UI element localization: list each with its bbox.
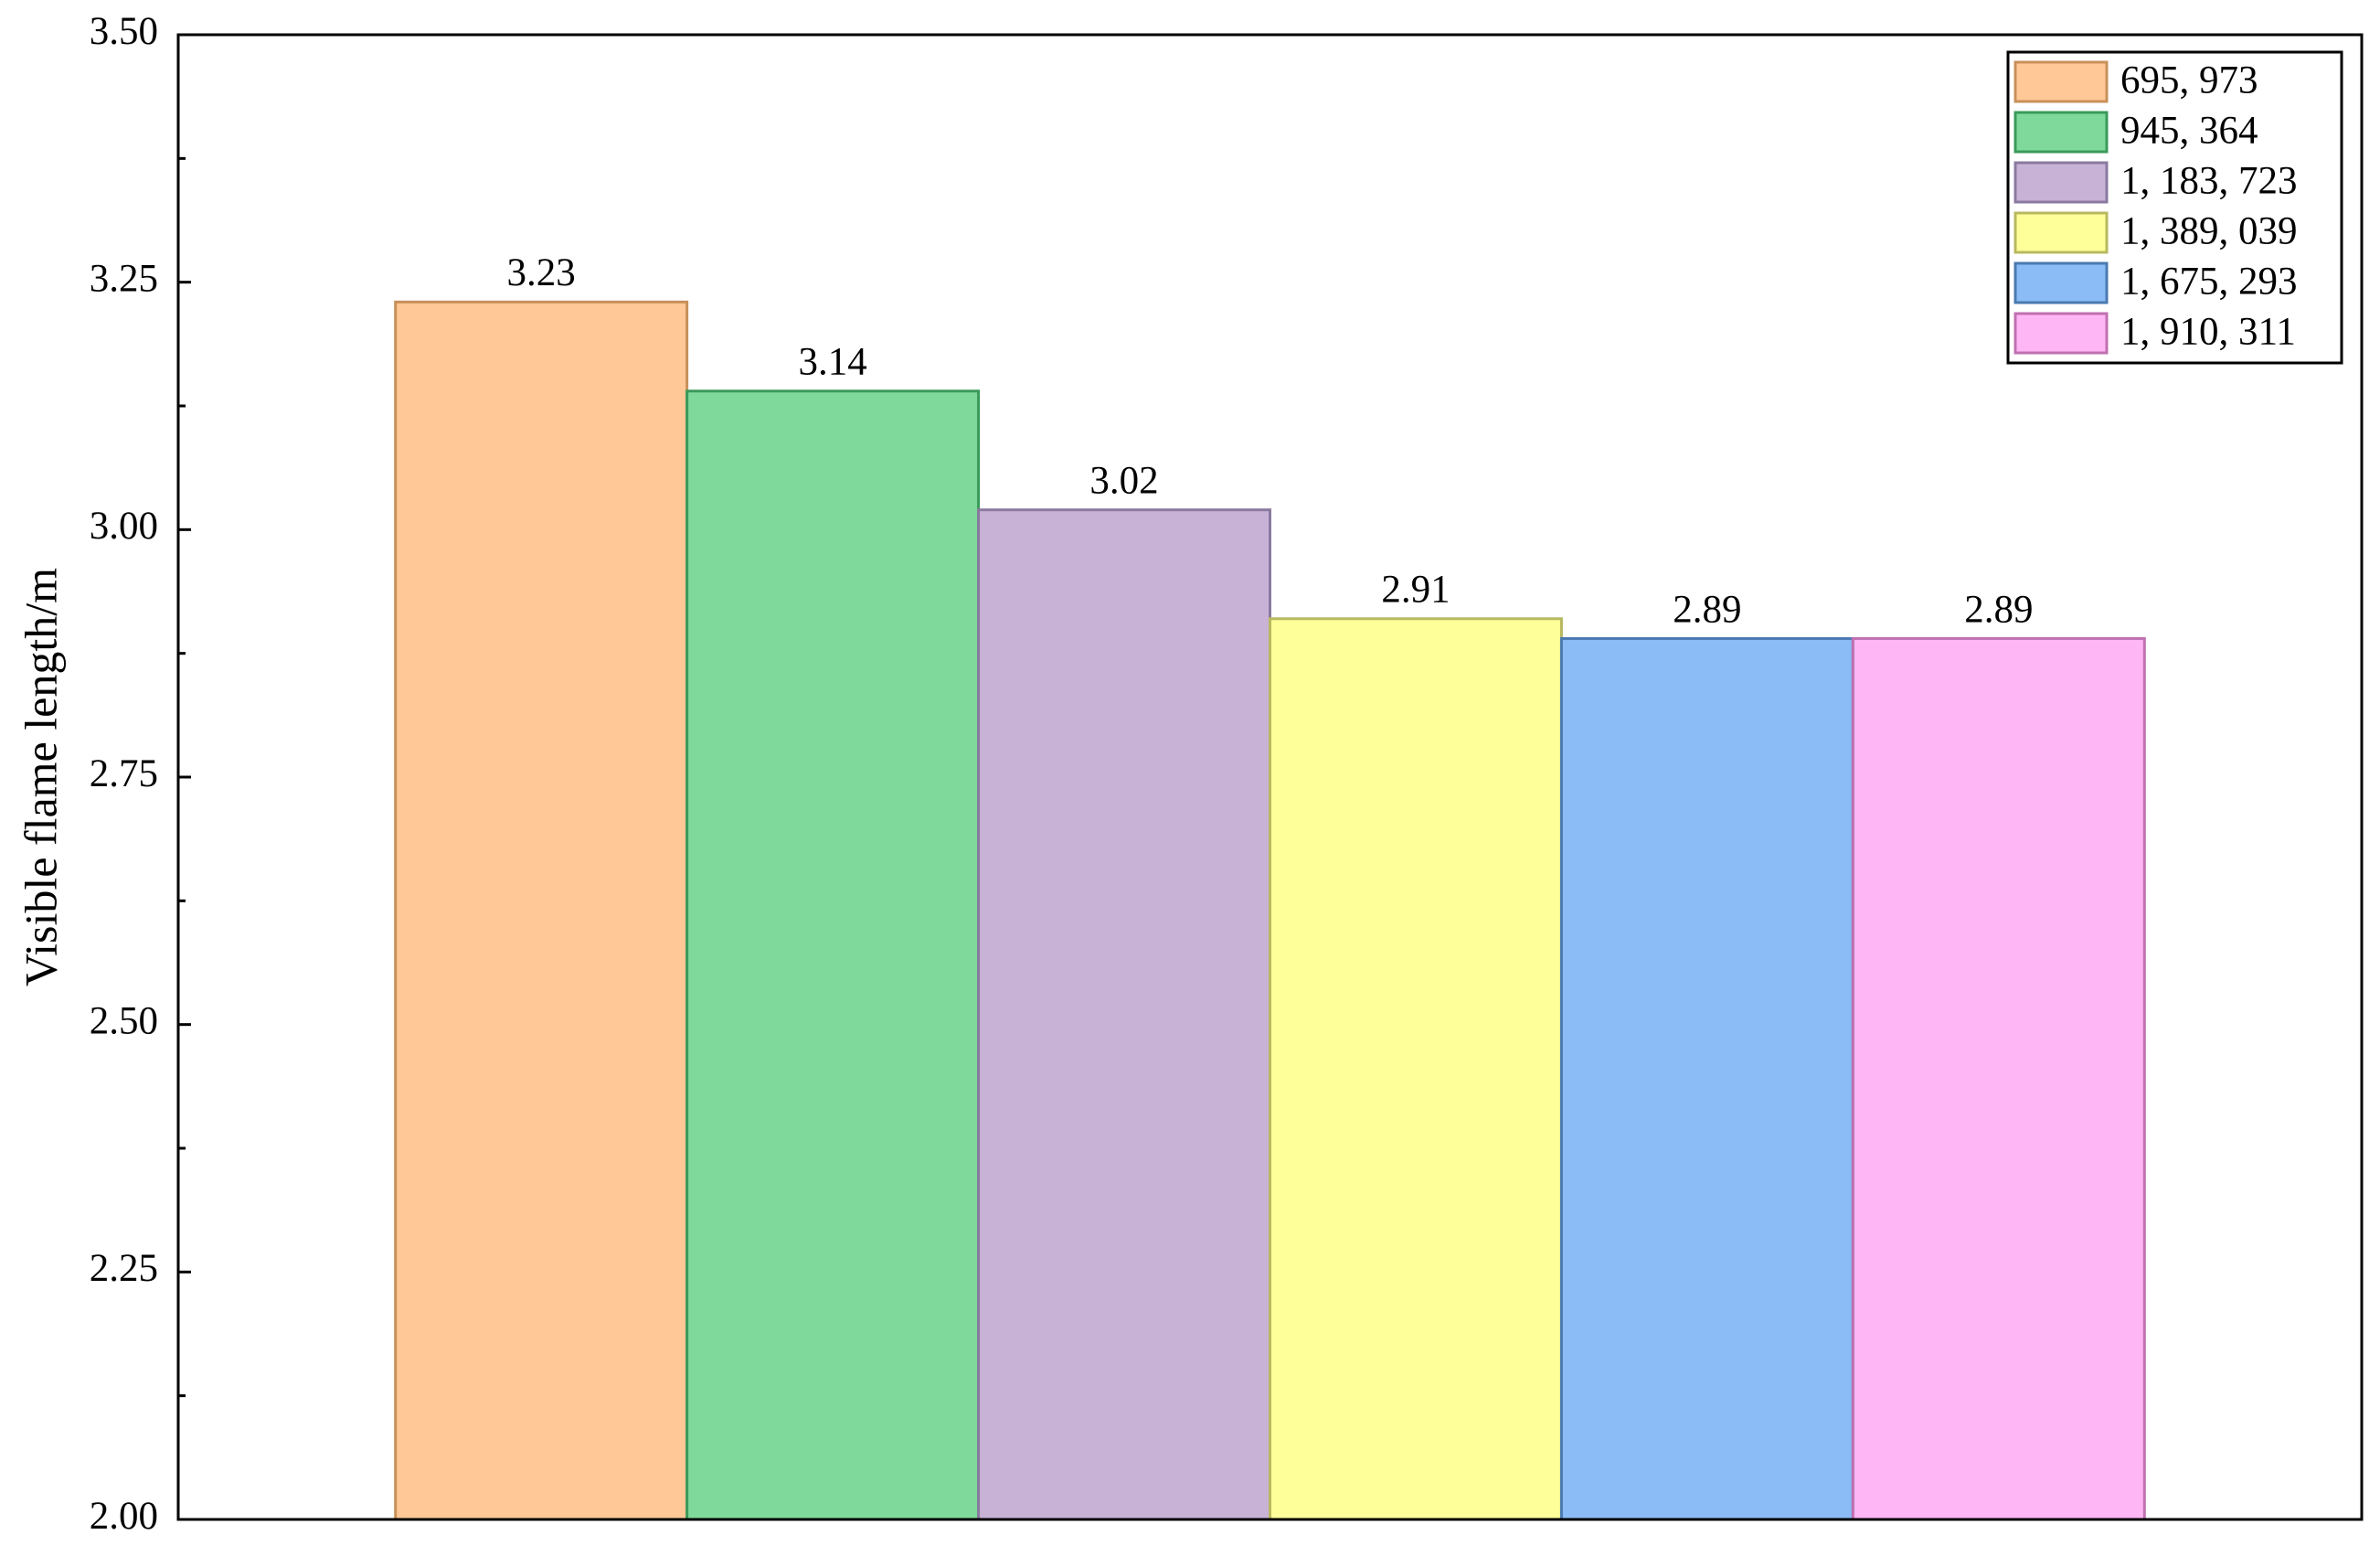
y-tick-label: 3.50 bbox=[90, 10, 158, 53]
legend-label: 695, 973 bbox=[2120, 59, 2258, 101]
y-tick-label: 2.75 bbox=[90, 752, 158, 795]
legend-label: 1, 675, 293 bbox=[2120, 260, 2298, 303]
bar bbox=[977, 508, 1271, 1521]
y-axis-label: Visible flame length/m bbox=[15, 568, 66, 986]
data-label: 3.14 bbox=[798, 341, 866, 384]
data-label: 3.23 bbox=[507, 251, 576, 294]
legend-swatch bbox=[2013, 60, 2109, 103]
data-label: 2.89 bbox=[1673, 588, 1741, 631]
legend-swatch bbox=[2013, 211, 2109, 254]
legend-label: 1, 910, 311 bbox=[2120, 310, 2296, 353]
bar bbox=[394, 300, 689, 1521]
y-tick-label: 3.25 bbox=[90, 258, 158, 301]
legend-swatch bbox=[2013, 111, 2109, 154]
y-tick-label: 2.25 bbox=[90, 1247, 158, 1290]
data-label: 2.89 bbox=[1964, 588, 2033, 631]
data-label: 2.91 bbox=[1381, 569, 1450, 612]
bar bbox=[1269, 617, 1563, 1521]
legend-label: 945, 364 bbox=[2120, 109, 2258, 152]
y-tick-label: 3.00 bbox=[90, 505, 158, 548]
legend-swatch bbox=[2013, 312, 2109, 355]
plot-frame bbox=[176, 33, 2364, 1521]
bar bbox=[1851, 636, 2146, 1521]
bar bbox=[1559, 636, 1854, 1521]
legend-label: 1, 389, 039 bbox=[2120, 209, 2298, 252]
legend-label: 1, 183, 723 bbox=[2120, 159, 2298, 202]
data-label: 3.02 bbox=[1089, 460, 1158, 503]
bar bbox=[685, 389, 981, 1521]
y-tick-label: 2.00 bbox=[90, 1495, 158, 1538]
y-tick-label: 2.50 bbox=[90, 1000, 158, 1043]
legend-swatch bbox=[2013, 261, 2109, 304]
legend-box bbox=[2006, 50, 2343, 365]
legend-swatch bbox=[2013, 161, 2109, 204]
